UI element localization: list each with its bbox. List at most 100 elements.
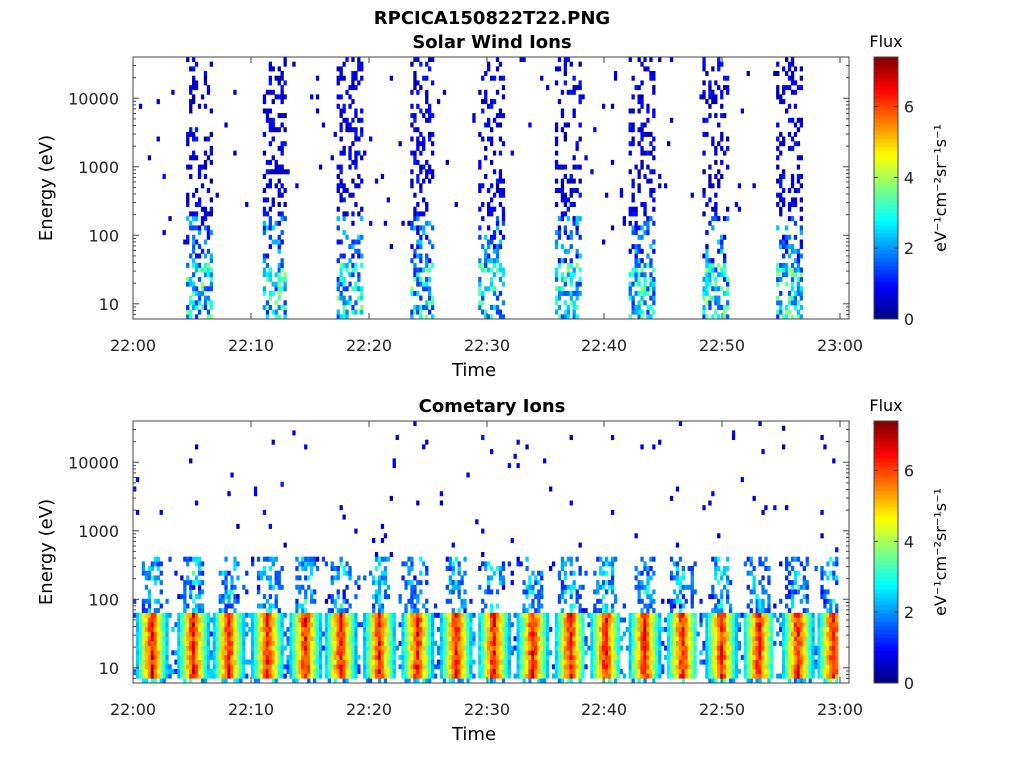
heatmap-cell [516, 659, 520, 665]
heatmap-cell [487, 103, 491, 109]
heatmap-cell [392, 458, 396, 464]
heatmap-cell [227, 645, 231, 651]
heatmap-cell [159, 640, 163, 646]
heatmap-cell [631, 127, 635, 133]
heatmap-cell [203, 612, 208, 618]
heatmap-cell [209, 108, 213, 114]
heatmap-cell [655, 669, 659, 674]
heatmap-cell [693, 626, 697, 632]
heatmap-cell [652, 281, 656, 287]
heatmap-cell [221, 598, 225, 604]
heatmap-cell [628, 211, 632, 217]
heatmap-cell [342, 309, 346, 315]
heatmap-cell [790, 281, 795, 287]
heatmap-cell [478, 131, 482, 137]
heatmap-cell [637, 276, 641, 282]
heatmap-cell [380, 603, 385, 609]
heatmap-cell [796, 248, 801, 254]
heatmap-cell [339, 640, 343, 646]
heatmap-cell [498, 570, 503, 576]
heatmap-cell [230, 626, 234, 632]
heatmap-cell [203, 150, 208, 156]
heatmap-cell [658, 659, 662, 665]
heatmap-cell [608, 640, 612, 646]
heatmap-cell [711, 314, 715, 320]
heatmap-cell [135, 645, 140, 651]
heatmap-cell [625, 645, 629, 651]
heatmap-cell [369, 136, 373, 142]
heatmap-cell [613, 669, 618, 674]
heatmap-cell [180, 594, 184, 600]
heatmap-cell [572, 622, 576, 628]
heatmap-cell [209, 673, 213, 679]
heatmap-cell [613, 612, 618, 618]
heatmap-cell [687, 645, 691, 651]
heatmap-cell [360, 305, 364, 310]
heatmap-cell [135, 622, 140, 628]
heatmap-cell [528, 640, 532, 646]
heatmap-cell [557, 258, 562, 264]
heatmap-cell [702, 192, 706, 198]
heatmap-cell [478, 631, 482, 637]
heatmap-cell [389, 669, 393, 674]
heatmap-cell [531, 589, 535, 595]
heatmap-cell [330, 580, 334, 586]
heatmap-cell [274, 598, 278, 604]
heatmap-cell [192, 239, 196, 245]
heatmap-cell [658, 645, 662, 651]
heatmap-cell [183, 239, 187, 245]
heatmap-cell [372, 626, 376, 632]
heatmap-cell [324, 622, 329, 628]
heatmap-cell [787, 234, 792, 240]
heatmap-cell [189, 85, 193, 91]
heatmap-cell [189, 281, 193, 287]
heatmap-cell [336, 640, 340, 646]
heatmap-cell [563, 673, 567, 679]
heatmap-cell [360, 75, 364, 81]
heatmap-cell [569, 244, 573, 250]
heatmap-cell [194, 136, 199, 142]
heatmap-cell [431, 636, 435, 642]
heatmap-cell [310, 631, 314, 637]
heatmap-cell [374, 659, 379, 665]
heatmap-cell [649, 244, 653, 250]
heatmap-cell [277, 650, 281, 656]
heatmap-cell [159, 673, 163, 679]
heatmap-cell [221, 594, 225, 600]
heatmap-cell [135, 673, 140, 679]
heatmap-cell [799, 314, 803, 320]
heatmap-cell [227, 654, 231, 660]
heatmap-cell [531, 650, 535, 656]
heatmap-cell [787, 290, 792, 296]
heatmap-cell [534, 650, 538, 656]
heatmap-cell [369, 645, 373, 651]
heatmap-cell [593, 603, 597, 609]
heatmap-cell [301, 664, 305, 670]
heatmap-cell [640, 272, 644, 278]
heatmap-cell [274, 556, 278, 562]
heatmap-cell [672, 603, 677, 609]
heatmap-cell [271, 617, 275, 623]
heatmap-cell [528, 636, 532, 642]
heatmap-cell [472, 113, 476, 119]
heatmap-cell [186, 617, 190, 623]
heatmap-cell [351, 645, 355, 651]
heatmap-cell [298, 645, 302, 651]
heatmap-cell [445, 566, 449, 571]
heatmap-cell [782, 234, 786, 240]
heatmap-cell [498, 61, 503, 67]
heatmap-cell [498, 314, 503, 320]
heatmap-cell [153, 654, 157, 660]
heatmap-cell [265, 650, 270, 656]
heatmap-cell [383, 664, 388, 670]
heatmap-cell [342, 622, 346, 628]
heatmap-cell [313, 589, 317, 595]
heatmap-cell [717, 295, 721, 301]
heatmap-cell [599, 673, 603, 679]
heatmap-cell [490, 281, 494, 287]
heatmap-cell [410, 636, 414, 642]
heatmap-cell [200, 561, 205, 567]
heatmap-cell [531, 612, 535, 618]
colorbar-swatch [874, 290, 898, 295]
heatmap-cell [153, 556, 157, 562]
